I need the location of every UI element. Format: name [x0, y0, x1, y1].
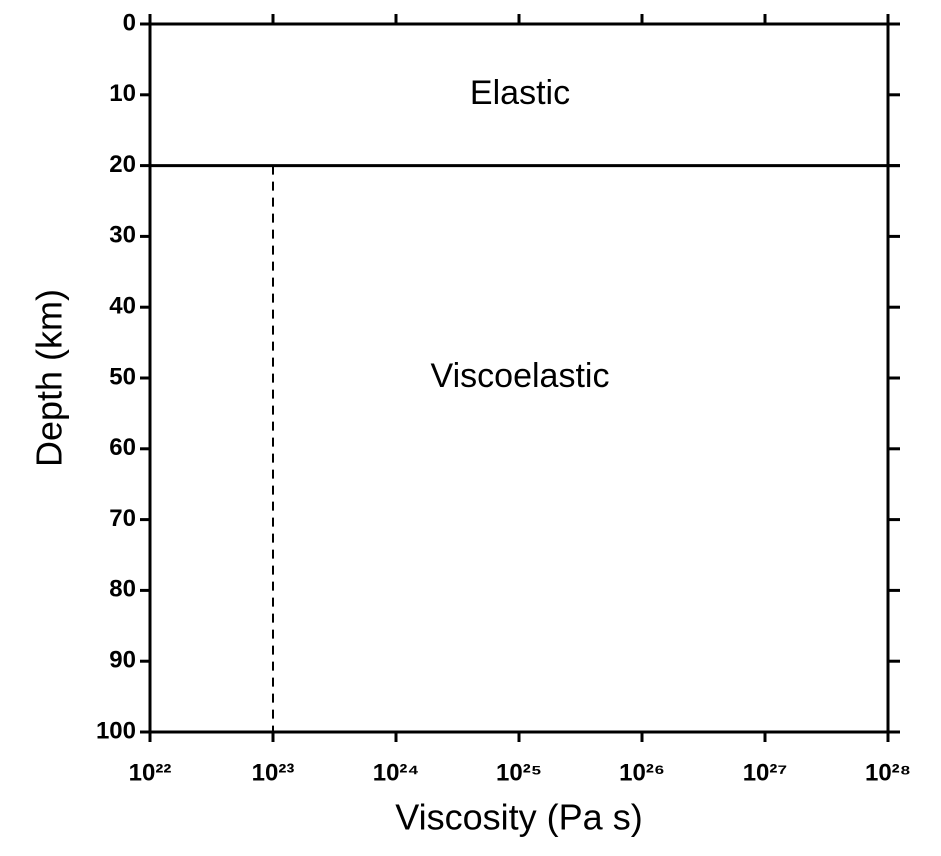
y-tick-label: 40 [109, 293, 136, 320]
y-tick-label: 0 [123, 9, 136, 36]
x-tick-label: 10²³ [252, 759, 295, 786]
x-tick-label: 10²⁶ [619, 759, 665, 786]
y-tick-label: 10 [109, 80, 136, 107]
y-tick-label: 80 [109, 576, 136, 603]
x-tick-label: 10²⁷ [743, 759, 788, 786]
y-tick-label: 70 [109, 505, 136, 532]
x-tick-label: 10²⁴ [373, 759, 420, 786]
x-tick-label: 10²² [129, 759, 172, 786]
y-tick-label: 60 [109, 434, 136, 461]
region-label: Elastic [470, 74, 570, 112]
y-tick-label: 50 [109, 363, 136, 390]
y-axis-label: Depth (km) [29, 289, 70, 467]
y-tick-label: 20 [109, 151, 136, 178]
y-tick-label: 90 [109, 647, 136, 674]
y-tick-label: 30 [109, 222, 136, 249]
x-axis-label: Viscosity (Pa s) [395, 797, 642, 838]
y-tick-label: 100 [96, 717, 136, 744]
region-label: Viscoelastic [431, 357, 610, 395]
x-tick-label: 10²⁸ [865, 759, 911, 786]
x-tick-label: 10²⁵ [496, 759, 542, 786]
